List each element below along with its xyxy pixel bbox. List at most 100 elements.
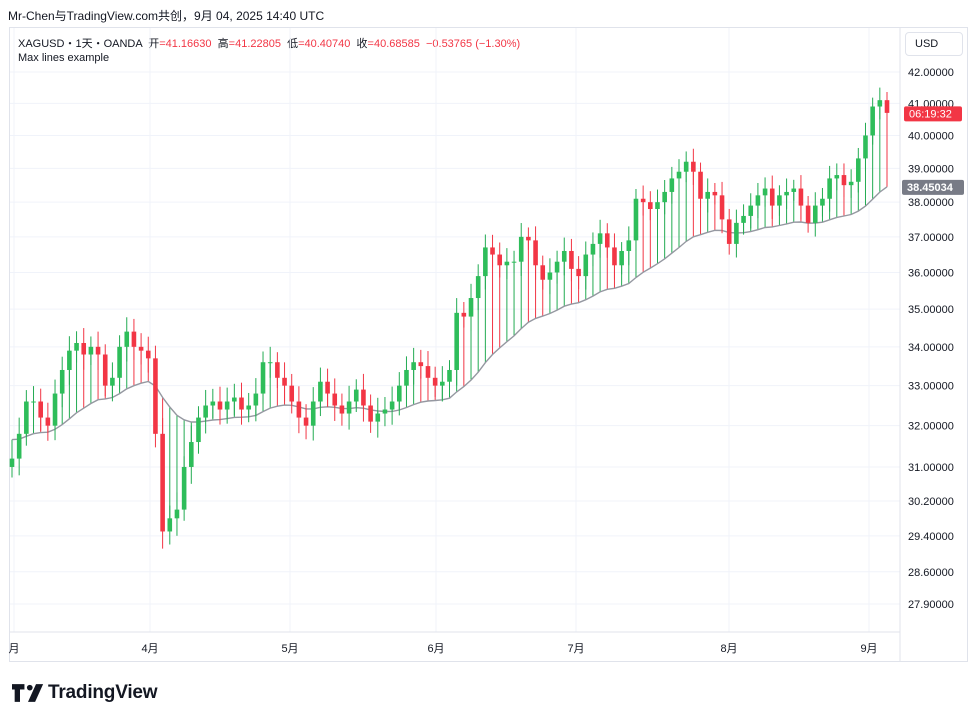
candle-body: [540, 265, 546, 280]
y-tick-label: 38.00000: [908, 197, 954, 209]
x-tick-label: 5月: [281, 643, 298, 655]
candle-body: [267, 362, 273, 364]
candle-body: [102, 354, 108, 386]
chart-attribution: Mr-Chen与TradingView.com共创，9月 04, 2025 14…: [8, 9, 325, 23]
currency-button[interactable]: USD: [905, 32, 963, 56]
high-value: =41.22805: [228, 38, 281, 50]
candle-body: [145, 350, 151, 359]
candle-body: [748, 205, 754, 216]
indicator-legend[interactable]: Max lines example: [18, 52, 110, 64]
high-label: 高: [217, 38, 229, 50]
candle-body: [468, 298, 474, 317]
candle-body: [784, 191, 789, 196]
candle-body: [404, 369, 409, 386]
candle-body: [239, 397, 244, 410]
candle-body: [741, 215, 746, 223]
candle-body: [52, 393, 58, 426]
candle-body: [425, 366, 431, 378]
candle-body: [705, 191, 710, 199]
candle-body: [253, 393, 259, 406]
candle-body: [569, 250, 574, 269]
close-value: =40.68585: [367, 38, 420, 50]
candle-body: [296, 401, 302, 418]
candle-body: [16, 433, 22, 459]
candle-body: [798, 188, 804, 206]
candle-body: [24, 401, 29, 434]
symbol-legend[interactable]: XAGUSD・1天・OANDA 开=41.16630 高=41.22805 低=…: [18, 35, 520, 51]
candle-body: [490, 247, 495, 255]
open-value: =41.16630: [159, 38, 212, 50]
candle-body: [884, 100, 890, 113]
candle-body: [153, 358, 158, 434]
candle-body: [683, 161, 689, 172]
candle-body: [805, 205, 811, 223]
countdown-badge: [904, 106, 962, 122]
candle-body: [834, 175, 840, 179]
tradingview-brand[interactable]: TradingView: [12, 682, 158, 704]
low-label: 低: [287, 38, 299, 50]
close-label: 收: [356, 38, 368, 50]
candle-body: [863, 135, 868, 159]
candle-body: [418, 362, 424, 367]
candle-body: [447, 369, 452, 382]
candle-body: [483, 247, 488, 277]
candle-body: [45, 417, 51, 426]
candle-body: [504, 261, 510, 266]
candle-body: [224, 401, 230, 410]
candle-body: [841, 175, 847, 186]
candle-body: [755, 195, 761, 206]
chart-frame: [9, 27, 968, 662]
candle-body: [576, 268, 581, 277]
candle-body: [640, 198, 646, 203]
candle-body: [440, 381, 445, 386]
candle-body: [375, 413, 381, 422]
x-tick-label: 4月: [141, 643, 158, 655]
brand-name: TradingView: [48, 682, 158, 703]
candle-body: [655, 202, 660, 210]
candle-body: [812, 205, 818, 223]
y-tick-label: 35.00000: [908, 304, 954, 316]
candle-body: [856, 158, 861, 182]
candle-body: [59, 369, 65, 394]
candle-body: [583, 254, 589, 277]
candle-body: [318, 381, 323, 402]
candle-body: [282, 377, 287, 386]
candle-body: [232, 397, 237, 402]
candle-body: [31, 401, 36, 403]
candle-body: [827, 178, 832, 199]
candle-body: [196, 417, 201, 443]
candle-body: [769, 188, 775, 206]
y-tick-label: 33.00000: [908, 381, 954, 393]
y-tick-label: 34.00000: [908, 342, 954, 354]
candle-body: [411, 362, 416, 370]
candle-body: [189, 442, 194, 467]
candle-body: [181, 466, 187, 510]
symbol-name[interactable]: XAGUSD・1天・OANDA: [18, 38, 143, 50]
candle-body: [368, 405, 373, 422]
candle-body: [791, 188, 797, 192]
candle-body: [691, 161, 696, 172]
candle-body: [167, 518, 173, 532]
candle-body: [734, 222, 739, 244]
candle-body: [124, 331, 130, 347]
ma-value-text: 38.45034: [907, 182, 954, 194]
candle-body: [820, 198, 825, 206]
candle-body: [361, 389, 366, 406]
candle-body: [619, 250, 624, 266]
candle-body: [848, 181, 854, 186]
candle-body: [669, 178, 675, 192]
y-tick-label: 36.00000: [908, 267, 954, 279]
y-tick-label: 27.90000: [908, 599, 954, 611]
candle-body: [648, 202, 653, 210]
candle-body: [260, 362, 266, 394]
candle-body: [275, 362, 280, 378]
y-tick-label: 29.40000: [908, 531, 954, 543]
candle-body: [518, 236, 524, 262]
candle-body: [877, 100, 883, 107]
candle-body: [110, 377, 115, 386]
y-tick-label: 39.00000: [908, 163, 954, 175]
countdown-text: 06:19:32: [909, 108, 952, 120]
candle-body: [332, 393, 338, 406]
candle-body: [432, 377, 438, 386]
